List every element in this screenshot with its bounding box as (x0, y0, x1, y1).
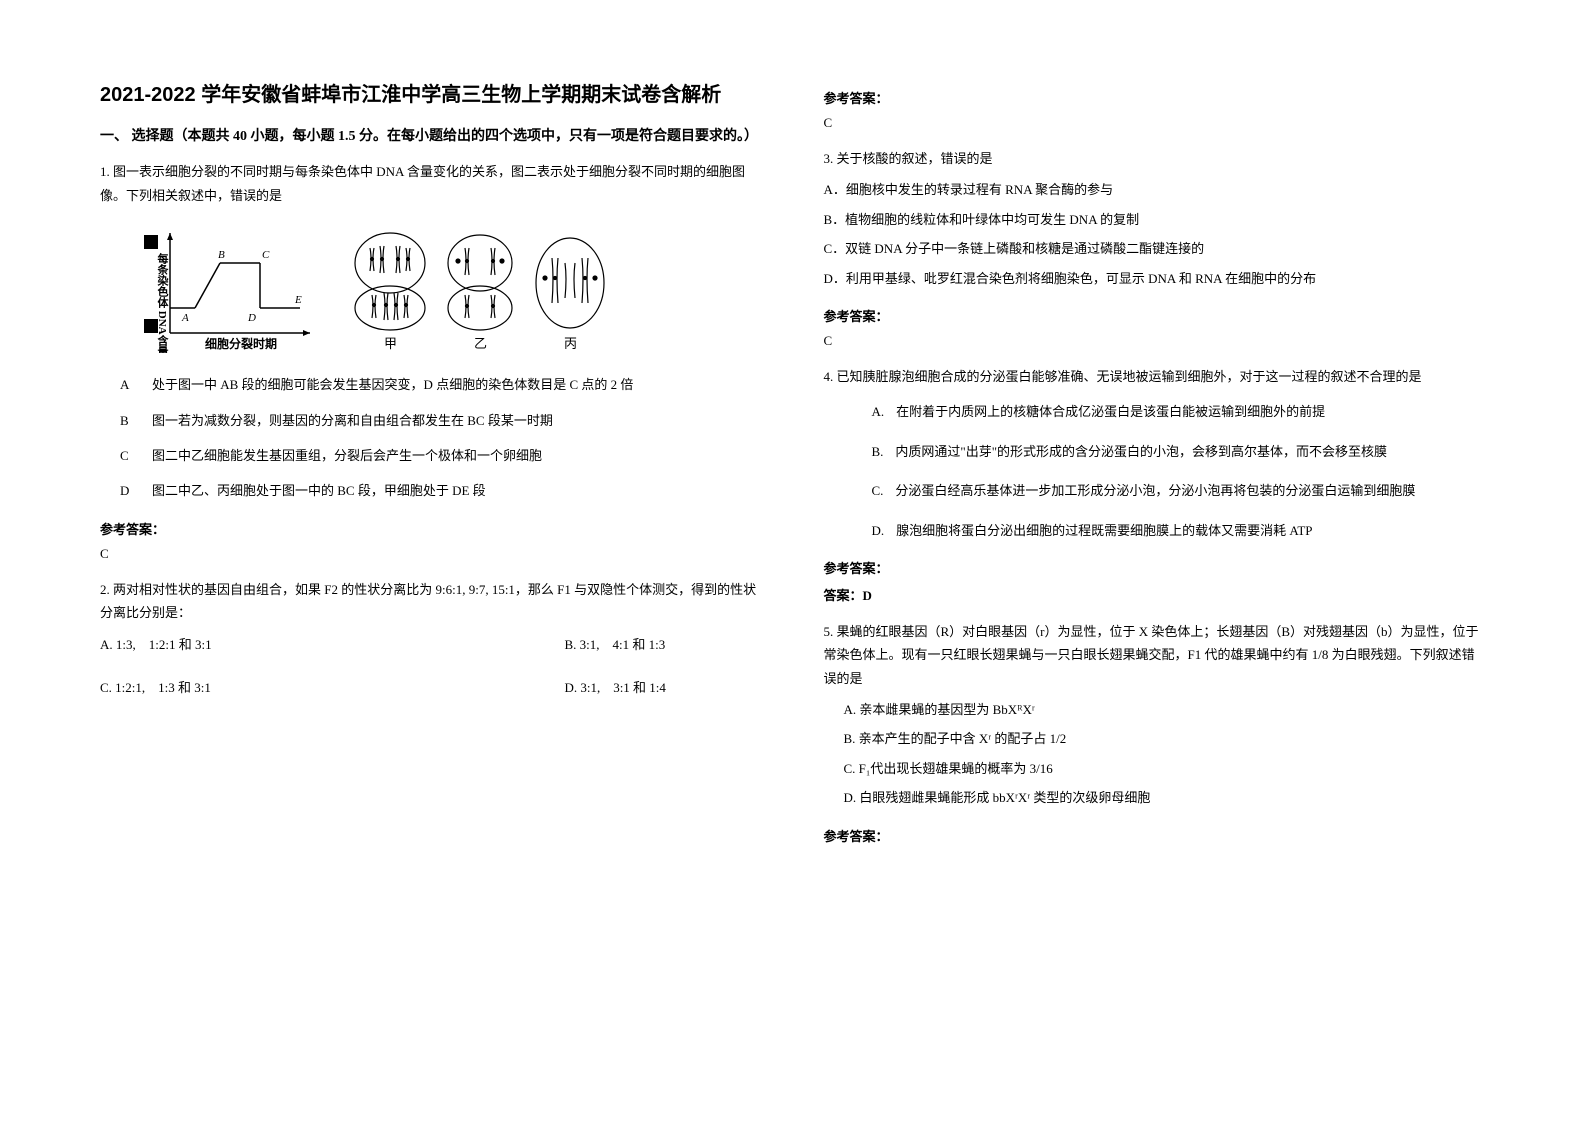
chart-xlabel: 细胞分裂时期 (205, 336, 277, 351)
option-text: 内质网通过"出芽"的形式形成的含分泌蛋白的小泡，会移到高尔基体，而不会移至核膜 (895, 440, 1387, 463)
q2-option-b: B. 3:1, 4:1 和 1:3 (564, 633, 763, 656)
q1-cells: 甲 乙 (350, 223, 610, 353)
q3-option-a: A．细胞核中发生的转录过程有 RNA 聚合酶的参与 (824, 178, 1488, 201)
option-text: 腺泡细胞将蛋白分泌出细胞的过程既需要细胞膜上的载体又需要消耗 ATP (896, 519, 1312, 542)
q4-option-d: D. 腺泡细胞将蛋白分泌出细胞的过程既需要细胞膜上的载体又需要消耗 ATP (872, 519, 1488, 542)
q2-option-c: C. 1:2:1, 1:3 和 3:1 (100, 676, 564, 699)
cell-label-2: 乙 (474, 336, 487, 351)
option-label: A (120, 373, 136, 396)
q1-text: 1. 图一表示细胞分裂的不同时期与每条染色体中 DNA 含量变化的关系，图二表示… (100, 160, 764, 207)
option-text: 处于图一中 AB 段的细胞可能会发生基因突变，D 点细胞的染色体数目是 C 点的… (152, 373, 633, 396)
option-text: 分泌蛋白经高乐基体进一步加工形成分泌小泡，分泌小泡再将包装的分泌蛋白运输到细胞膜 (895, 479, 1415, 502)
chart-ylabel: 每条染色体 DNA含量 (156, 252, 170, 353)
q5-option-d: D. 白眼残翅雌果蝇能形成 bbXʳXʳ 类型的次级卵母细胞 (844, 786, 1488, 809)
q1-option-b: B 图一若为减数分裂，则基因的分离和自由组合都发生在 BC 段某一时期 (120, 409, 764, 432)
q5-option-b: B. 亲本产生的配子中含 Xʳ 的配子占 1/2 (844, 727, 1488, 750)
q4-answer: 答案：D (824, 585, 1488, 604)
q1-options: A 处于图一中 AB 段的细胞可能会发生基因突变，D 点细胞的染色体数目是 C … (120, 373, 764, 503)
q3-answer-label: 参考答案： (824, 306, 1488, 325)
q5-text: 5. 果蝇的红眼基因（R）对白眼基因（r）为显性，位于 X 染色体上；长翅基因（… (824, 620, 1488, 690)
q1-diagrams: A B C D E 细胞分裂时期 每条染色体 DNA含量 (140, 223, 764, 353)
q3-text: 3. 关于核酸的叙述，错误的是 (824, 147, 1488, 170)
q1-chart: A B C D E 细胞分裂时期 每条染色体 DNA含量 (140, 223, 320, 353)
question-1: 1. 图一表示细胞分裂的不同时期与每条染色体中 DNA 含量变化的关系，图二表示… (100, 160, 764, 502)
q2-answer: C (824, 115, 1488, 131)
q2-option-a: A. 1:3, 1:2:1 和 3:1 (100, 633, 564, 656)
q5-option-a: A. 亲本雌果蝇的基因型为 BbXᴿXʳ (844, 698, 1488, 721)
q5-options: A. 亲本雌果蝇的基因型为 BbXᴿXʳ B. 亲本产生的配子中含 Xʳ 的配子… (844, 698, 1488, 810)
cell-label-3: 丙 (564, 336, 577, 351)
exam-title: 2021-2022 学年安徽省蚌埠市江淮中学高三生物上学期期末试卷含解析 (100, 80, 764, 110)
question-2: 2. 两对相对性状的基因自由组合，如果 F2 的性状分离比为 9:6:1, 9:… (100, 578, 764, 700)
q5-answer-label: 参考答案： (824, 826, 1488, 845)
q1-option-d: D 图二中乙、丙细胞处于图一中的 BC 段，甲细胞处于 DE 段 (120, 479, 764, 502)
q2-answer-label: 参考答案： (824, 88, 1488, 107)
question-3: 3. 关于核酸的叙述，错误的是 A．细胞核中发生的转录过程有 RNA 聚合酶的参… (824, 147, 1488, 290)
point-d: D (247, 312, 256, 324)
q4-option-c: C. 分泌蛋白经高乐基体进一步加工形成分泌小泡，分泌小泡再将包装的分泌蛋白运输到… (872, 479, 1488, 502)
option-text: 图二中乙细胞能发生基因重组，分裂后会产生一个极体和一个卵细胞 (152, 444, 542, 467)
point-a: A (181, 312, 189, 324)
point-b: B (218, 249, 225, 261)
option-label: A. (872, 400, 885, 423)
option-label: B (120, 409, 136, 432)
option-text: 图一若为减数分裂，则基因的分离和自由组合都发生在 BC 段某一时期 (152, 409, 553, 432)
q4-option-a: A. 在附着于内质网上的核糖体合成亿泌蛋白是该蛋白能被运输到细胞外的前提 (872, 400, 1488, 423)
right-column: 参考答案： C 3. 关于核酸的叙述，错误的是 A．细胞核中发生的转录过程有 R… (824, 80, 1488, 1042)
q5-option-c: C. F₁代出现长翅雄果蝇的概率为 3/16 (844, 757, 1488, 780)
section-header: 一、 选择题（本题共 40 小题，每小题 1.5 分。在每小题给出的四个选项中，… (100, 126, 764, 148)
option-label: B. (872, 440, 884, 463)
q4-text: 4. 已知胰脏腺泡细胞合成的分泌蛋白能够准确、无误地被运输到细胞外，对于这一过程… (824, 365, 1488, 388)
option-label: D (120, 479, 136, 502)
point-c: C (262, 249, 270, 261)
option-text: 图二中乙、丙细胞处于图一中的 BC 段，甲细胞处于 DE 段 (152, 479, 486, 502)
point-e: E (294, 294, 302, 306)
question-5: 5. 果蝇的红眼基因（R）对白眼基因（r）为显性，位于 X 染色体上；长翅基因（… (824, 620, 1488, 810)
q2-option-d: D. 3:1, 3:1 和 1:4 (564, 676, 763, 699)
q1-answer-label: 参考答案： (100, 519, 764, 538)
q3-option-d: D．利用甲基绿、吡罗红混合染色剂将细胞染色，可显示 DNA 和 RNA 在细胞中… (824, 267, 1488, 290)
option-text: 在附着于内质网上的核糖体合成亿泌蛋白是该蛋白能被运输到细胞外的前提 (896, 400, 1325, 423)
q2-text: 2. 两对相对性状的基因自由组合，如果 F2 的性状分离比为 9:6:1, 9:… (100, 578, 764, 625)
q4-option-b: B. 内质网通过"出芽"的形式形成的含分泌蛋白的小泡，会移到高尔基体，而不会移至… (872, 440, 1488, 463)
q2-options-row2: C. 1:2:1, 1:3 和 3:1 D. 3:1, 3:1 和 1:4 (100, 676, 764, 699)
q1-answer: C (100, 546, 764, 562)
option-label: D. (872, 519, 885, 542)
question-4: 4. 已知胰脏腺泡细胞合成的分泌蛋白能够准确、无误地被运输到细胞外，对于这一过程… (824, 365, 1488, 542)
q4-answer-label: 参考答案： (824, 558, 1488, 577)
option-label: C. (872, 479, 884, 502)
option-label: C (120, 444, 136, 467)
q3-answer: C (824, 333, 1488, 349)
q3-option-c: C．双链 DNA 分子中一条链上磷酸和核糖是通过磷酸二酯键连接的 (824, 237, 1488, 260)
q4-options: A. 在附着于内质网上的核糖体合成亿泌蛋白是该蛋白能被运输到细胞外的前提 B. … (844, 400, 1488, 542)
q3-option-b: B．植物细胞的线粒体和叶绿体中均可发生 DNA 的复制 (824, 208, 1488, 231)
cell-label-1: 甲 (384, 336, 397, 351)
q1-option-a: A 处于图一中 AB 段的细胞可能会发生基因突变，D 点细胞的染色体数目是 C … (120, 373, 764, 396)
q1-option-c: C 图二中乙细胞能发生基因重组，分裂后会产生一个极体和一个卵细胞 (120, 444, 764, 467)
q2-options-row1: A. 1:3, 1:2:1 和 3:1 B. 3:1, 4:1 和 1:3 (100, 633, 764, 656)
left-column: 2021-2022 学年安徽省蚌埠市江淮中学高三生物上学期期末试卷含解析 一、 … (100, 80, 764, 1042)
